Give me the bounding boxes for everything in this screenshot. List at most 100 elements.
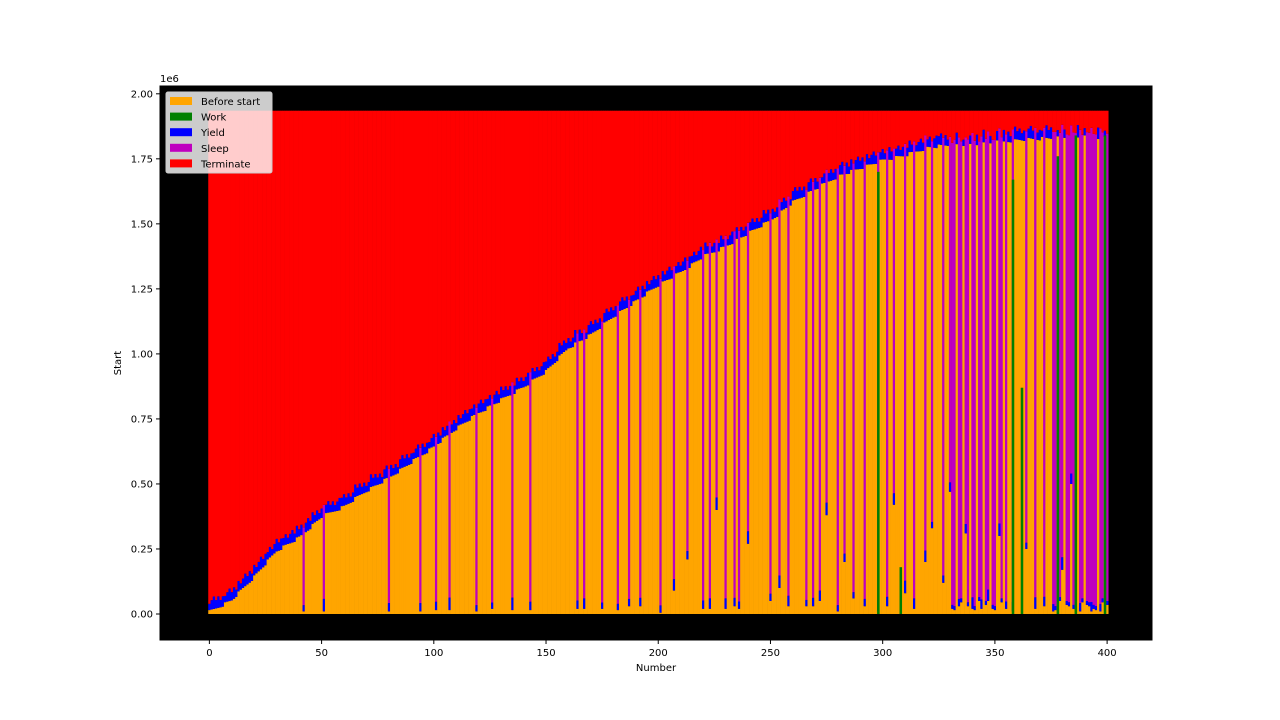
bar-segment bbox=[672, 579, 676, 591]
bar-segment bbox=[948, 110, 952, 137]
bar-segment bbox=[248, 110, 252, 572]
bar-segment bbox=[1070, 110, 1073, 126]
bar-segment bbox=[475, 110, 478, 408]
bar-segment bbox=[807, 191, 811, 614]
bar-segment bbox=[991, 604, 995, 609]
bar-segment bbox=[684, 269, 687, 614]
bar-segment bbox=[403, 466, 407, 614]
bar-segment bbox=[506, 389, 510, 397]
bar-segment bbox=[226, 601, 229, 614]
bar-segment bbox=[805, 110, 808, 190]
bar-segment bbox=[636, 299, 640, 614]
bar-segment bbox=[452, 420, 456, 432]
y-tick-label: 1.75 bbox=[131, 154, 153, 165]
bar-segment bbox=[854, 110, 858, 161]
bar-segment bbox=[791, 191, 795, 201]
bar-segment bbox=[908, 110, 912, 141]
legend-label: Yield bbox=[200, 128, 225, 139]
bar-segment bbox=[910, 144, 914, 152]
bar-segment bbox=[1079, 110, 1082, 130]
bar-segment bbox=[484, 399, 487, 411]
bar-segment bbox=[641, 297, 644, 614]
bar-segment bbox=[715, 110, 719, 240]
bar-segment bbox=[571, 110, 575, 338]
bar-segment bbox=[385, 465, 389, 479]
bar-segment bbox=[1072, 132, 1075, 605]
bar-segment bbox=[973, 610, 977, 614]
bar-segment bbox=[304, 522, 308, 533]
bar-segment bbox=[495, 110, 499, 391]
bar-segment bbox=[733, 231, 736, 598]
bar-segment bbox=[461, 110, 465, 415]
bar-segment bbox=[1016, 139, 1019, 614]
bar-segment bbox=[722, 246, 725, 614]
bar-segment bbox=[724, 608, 727, 614]
bar-segment bbox=[843, 110, 846, 166]
bar-segment bbox=[695, 110, 698, 256]
bar-segment bbox=[401, 455, 404, 468]
bar-segment bbox=[1070, 483, 1073, 614]
bar-segment bbox=[574, 110, 577, 331]
bar-segment bbox=[737, 110, 741, 231]
bar-segment bbox=[1016, 110, 1019, 132]
bar-segment bbox=[1065, 134, 1069, 601]
bar-segment bbox=[672, 590, 676, 614]
legend-label: Work bbox=[201, 113, 227, 124]
bar-segment bbox=[428, 442, 431, 449]
bar-segment bbox=[520, 110, 523, 378]
bar-segment bbox=[383, 110, 386, 470]
bar-segment bbox=[533, 378, 537, 614]
bar-segment bbox=[1081, 110, 1084, 135]
bar-segment bbox=[315, 110, 319, 511]
bar-segment bbox=[403, 458, 407, 467]
bar-segment bbox=[919, 138, 923, 152]
bar-segment bbox=[262, 110, 265, 559]
bar-segment bbox=[322, 110, 326, 505]
bar-segment bbox=[735, 227, 739, 239]
bar-segment bbox=[511, 597, 514, 611]
bar-segment bbox=[601, 608, 604, 614]
bar-segment bbox=[719, 110, 723, 236]
bar-segment bbox=[529, 372, 532, 602]
bar-segment bbox=[980, 110, 983, 137]
bar-segment bbox=[609, 307, 613, 319]
bar-segment bbox=[1043, 128, 1046, 597]
bar-segment bbox=[504, 110, 508, 387]
bar-segment bbox=[895, 110, 898, 149]
bar-segment bbox=[266, 110, 270, 553]
bar-segment bbox=[515, 110, 519, 378]
bar-segment bbox=[1031, 130, 1035, 139]
bar-segment bbox=[1034, 608, 1037, 614]
y-axis-offset-text: 1e6 bbox=[160, 74, 179, 85]
bar-segment bbox=[1047, 129, 1051, 139]
bar-segment bbox=[585, 338, 588, 614]
bar-segment bbox=[277, 542, 281, 551]
bar-segment bbox=[749, 222, 752, 231]
bar-segment bbox=[733, 606, 736, 614]
bar-segment bbox=[309, 520, 312, 530]
bar-segment bbox=[235, 110, 238, 590]
bar-segment bbox=[434, 601, 438, 611]
bar-segment bbox=[542, 110, 546, 363]
bar-segment bbox=[1027, 128, 1030, 138]
bar-segment bbox=[585, 332, 588, 339]
bar-segment bbox=[1076, 137, 1080, 614]
bar-segment bbox=[675, 273, 678, 614]
bar-segment bbox=[488, 110, 492, 396]
bar-segment bbox=[504, 396, 508, 614]
bar-segment bbox=[686, 551, 689, 560]
bar-segment bbox=[832, 110, 835, 173]
bar-segment bbox=[592, 110, 595, 325]
bar-segment bbox=[322, 611, 326, 614]
bar-segment bbox=[939, 110, 943, 134]
bar-segment bbox=[230, 592, 234, 601]
bar-segment bbox=[603, 313, 606, 323]
bar-segment bbox=[1020, 140, 1024, 614]
bar-segment bbox=[538, 110, 541, 371]
bar-segment bbox=[349, 496, 353, 503]
bar-segment bbox=[737, 608, 741, 614]
bar-segment bbox=[928, 110, 932, 137]
bar-segment bbox=[419, 110, 422, 448]
bar-segment bbox=[583, 329, 586, 599]
bar-segment bbox=[897, 156, 900, 614]
